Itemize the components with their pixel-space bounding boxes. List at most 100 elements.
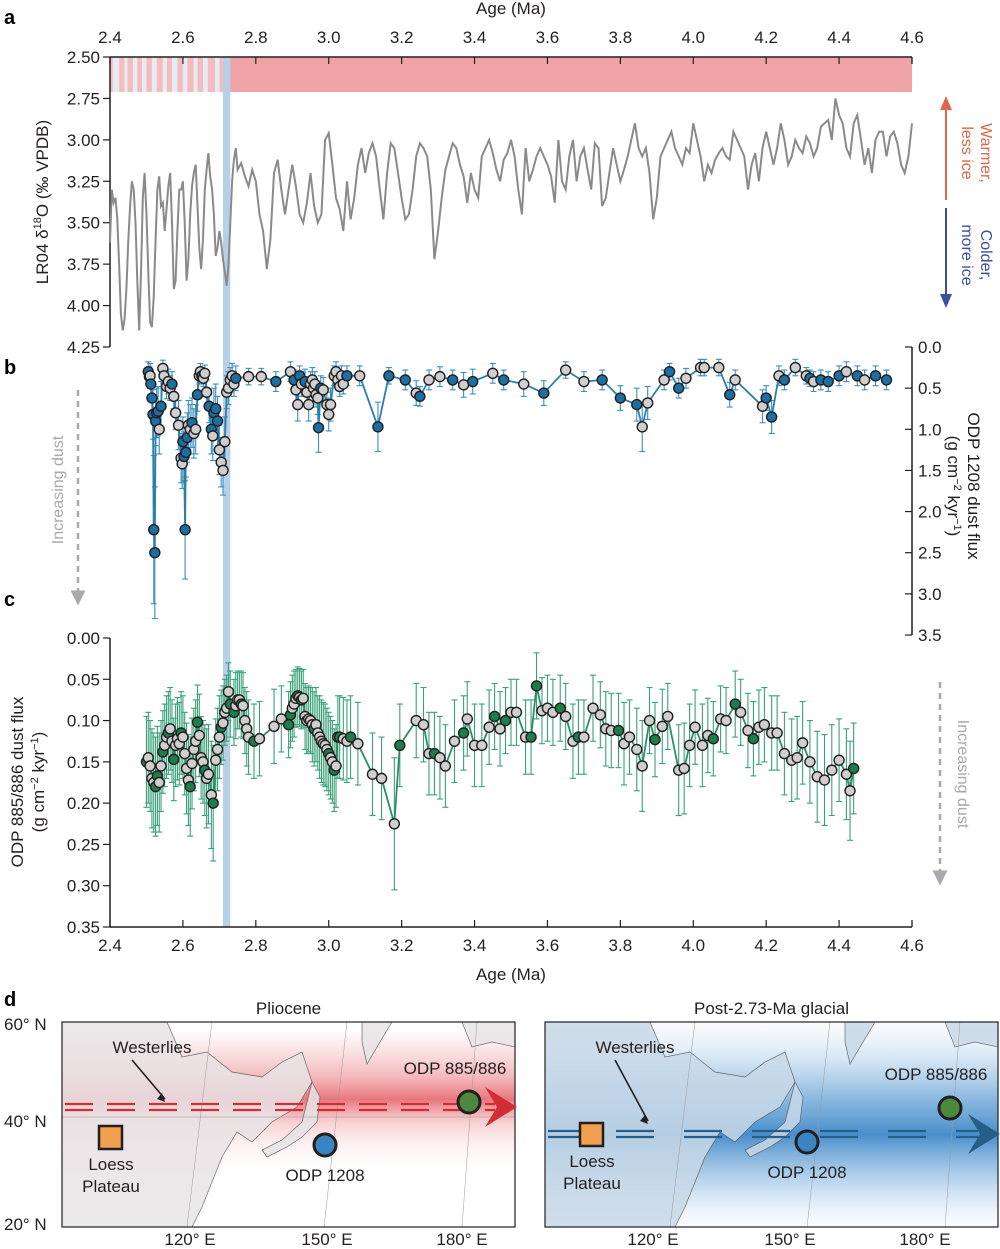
c-point-green <box>168 753 180 766</box>
b-point-grey <box>713 361 725 374</box>
b-point-blue <box>414 390 426 403</box>
loess-plateau-marker <box>578 1121 605 1148</box>
b-point-grey <box>323 408 335 421</box>
c-point-grey <box>202 768 215 780</box>
a-y-tick-label: 3.00 <box>67 131 100 150</box>
c-point-green <box>612 724 625 737</box>
c-point-grey <box>631 743 643 756</box>
b-y-tick-label: 2.5 <box>918 544 942 563</box>
japan-landmass <box>744 1081 804 1158</box>
top-x-tick-label: 3.8 <box>609 28 633 47</box>
c-point-grey <box>720 714 732 727</box>
c-point-grey <box>734 706 747 719</box>
b-y-tick-label: 0.5 <box>918 379 942 398</box>
panel-letter-c: c <box>4 589 15 611</box>
c-y-axis-title-1: ODP 885/886 dust flux <box>8 696 27 867</box>
lon-label: 120° E <box>164 1230 215 1249</box>
odp885-label: ODP 885/886 <box>885 1065 988 1084</box>
climate-stripe-cold <box>112 57 120 92</box>
bottom-x-tick-label: 2.4 <box>98 936 122 955</box>
b-point-blue <box>149 547 161 559</box>
b-increasing-dust-label: Increasing dust <box>50 435 67 544</box>
b-point-grey <box>423 374 435 386</box>
top-x-axis-title: Age (Ma) <box>476 0 546 18</box>
a-y-axis: 2.50 2.75 3.00 3.25 3.50 3.75 4.00 4.25 <box>67 48 111 357</box>
odp1208-marker <box>794 1129 820 1155</box>
b-y-tick-label: 2.0 <box>918 503 942 522</box>
c-point-grey <box>483 721 495 733</box>
westerlies-arrowhead-icon <box>485 1087 517 1127</box>
a-y-tick-label: 2.50 <box>67 48 100 67</box>
climate-stripe-warm <box>110 57 113 92</box>
c-point-grey <box>636 760 648 772</box>
a-y-axis-title: LR04 δ18O (‰ VPDB) <box>32 120 52 284</box>
c-point-grey <box>144 760 156 772</box>
c-point-grey <box>275 713 288 725</box>
a-ylabel-sup: 18 <box>32 217 44 229</box>
b-point-grey <box>317 384 329 396</box>
climate-stripe-cold <box>132 57 138 92</box>
bottom-x-tick-label: 2.6 <box>171 936 195 955</box>
top-x-tick-label: 3.2 <box>390 28 414 47</box>
top-x-tick-label: 3.4 <box>463 28 487 47</box>
odp1208-label: ODP 1208 <box>285 1166 364 1185</box>
bottom-x-tick-label: 3.0 <box>317 936 341 955</box>
c-y-tick-label: 0.15 <box>67 753 100 772</box>
map-title: Pliocene <box>256 999 321 1018</box>
climate-stripe-cold <box>162 57 167 92</box>
climate-stripe-warm <box>127 57 133 92</box>
panel-c-odp885: 0.00 0.05 0.10 0.15 0.20 0.25 0.30 0.352.4 2.6 2.… <box>8 629 971 984</box>
b-point-blue <box>270 375 282 388</box>
b-point-grey <box>213 444 226 456</box>
odp1208-label: ODP 1208 <box>767 1163 846 1182</box>
c-point-grey <box>297 692 309 704</box>
c-y-tick-label: 0.35 <box>67 918 100 937</box>
panel-d-maps: 60° N 40° N 20° N Pliocene Westerlies Loes… <box>4 999 1000 1249</box>
c-point-grey <box>689 721 701 733</box>
westerlies-pointer-head-icon <box>640 1115 648 1124</box>
a-y-tick-label: 2.75 <box>67 89 100 108</box>
c-point-grey <box>155 760 167 772</box>
c-ylabel-pre: (g cm <box>29 790 48 833</box>
b-y-tick-label: 3.5 <box>918 626 942 645</box>
b-point-blue <box>230 372 242 384</box>
top-x-tick-label: 4.0 <box>681 28 705 47</box>
c-point-grey <box>643 714 656 727</box>
b-point-grey <box>242 370 255 383</box>
b-point-grey <box>487 367 499 380</box>
b-point-blue <box>596 374 608 386</box>
b-point-grey <box>172 419 185 431</box>
b-point-grey <box>207 430 219 442</box>
b-point-blue <box>191 389 204 401</box>
climate-stripe-cold <box>124 57 128 92</box>
bottom-x-tick-label: 4.0 <box>681 936 705 955</box>
c-point-grey <box>330 760 342 772</box>
c-point-grey <box>193 729 206 742</box>
b-point-blue <box>383 370 395 382</box>
b-point-grey <box>518 378 530 390</box>
a-y-tick-label: 3.50 <box>67 214 100 233</box>
b-point-blue <box>724 389 736 401</box>
bottom-x-tick-label: 3.8 <box>609 936 633 955</box>
climate-stripe-cold <box>171 57 178 92</box>
c-point-green <box>457 727 470 739</box>
top-x-tick-label: 4.2 <box>754 28 778 47</box>
a-y-tick-label: 4.25 <box>67 338 100 357</box>
b-point-grey <box>200 386 213 398</box>
lon-label: 150° E <box>301 1230 352 1249</box>
c-point-grey <box>461 713 473 725</box>
top-x-tick-label: 2.4 <box>98 28 122 47</box>
asia-landmass <box>544 1021 796 1228</box>
lon-label: 180° E <box>436 1230 487 1249</box>
b-point-blue <box>672 382 685 394</box>
c-point-green <box>394 739 406 752</box>
a-y-tick-label: 3.75 <box>67 255 100 274</box>
b-error-bars <box>145 358 890 620</box>
b-point-grey <box>324 398 337 411</box>
b-y-tick-label: 1.5 <box>918 461 942 480</box>
c-ylabel-sup2: −1 <box>29 737 41 750</box>
b-point-blue <box>155 400 167 412</box>
climate-stripe-warm <box>146 57 152 92</box>
a-y-tick-label: 3.25 <box>67 172 100 191</box>
c-point-grey <box>818 774 831 786</box>
